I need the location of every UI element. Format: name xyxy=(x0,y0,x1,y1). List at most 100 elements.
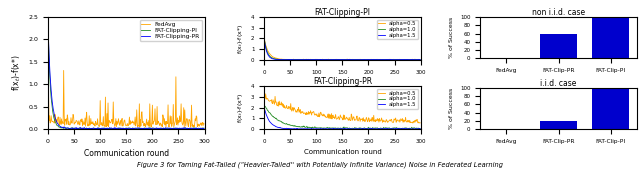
FedAvg xyxy=(187,126,195,128)
alpha=1.0 xyxy=(353,59,360,61)
alpha=1.5 xyxy=(354,59,362,61)
alpha=1.5 xyxy=(260,107,268,109)
FedAvg xyxy=(176,115,184,117)
alpha=1.0 xyxy=(403,58,410,61)
alpha=1.0 xyxy=(353,127,360,129)
Y-axis label: f(x$_t$)-f(x*): f(x$_t$)-f(x*) xyxy=(236,93,245,123)
alpha=0.5 xyxy=(260,98,268,100)
alpha=1.0 xyxy=(403,127,410,129)
alpha=1.0 xyxy=(371,59,379,61)
alpha=0.5 xyxy=(417,122,424,124)
FAT-Clipping-PI xyxy=(45,43,52,45)
FAT-Clipping-PR xyxy=(84,128,92,130)
Y-axis label: % of Success: % of Success xyxy=(449,17,454,58)
Bar xyxy=(540,121,577,129)
alpha=0.5 xyxy=(409,122,417,124)
Line: FAT-Clipping-PR: FAT-Clipping-PR xyxy=(48,26,204,129)
alpha=1.5 xyxy=(356,128,364,130)
alpha=1.5 xyxy=(356,59,364,61)
alpha=1.5 xyxy=(392,59,400,61)
FAT-Clipping-PR xyxy=(44,24,52,27)
FAT-Clipping-PR xyxy=(186,128,194,130)
alpha=0.5 xyxy=(260,40,268,42)
Legend: alpha=0.5, alpha=1.0, alpha=1.5: alpha=0.5, alpha=1.0, alpha=1.5 xyxy=(377,20,418,39)
FedAvg xyxy=(200,123,208,125)
alpha=1.0 xyxy=(392,58,400,61)
FAT-Clipping-PI xyxy=(186,127,193,129)
Line: alpha=1.5: alpha=1.5 xyxy=(264,108,420,129)
Line: alpha=1.5: alpha=1.5 xyxy=(264,38,420,60)
FedAvg xyxy=(45,91,52,93)
Legend: alpha=0.5, alpha=1.0, alpha=1.5: alpha=0.5, alpha=1.0, alpha=1.5 xyxy=(377,89,418,109)
alpha=1.5 xyxy=(314,59,321,61)
FAT-Clipping-PI xyxy=(140,127,147,129)
Title: FAT-Clipping-PR: FAT-Clipping-PR xyxy=(313,77,372,86)
alpha=0.5 xyxy=(417,58,424,61)
Line: FAT-Clipping-PI: FAT-Clipping-PI xyxy=(48,25,204,129)
alpha=1.5 xyxy=(260,41,268,43)
alpha=0.5 xyxy=(403,58,410,61)
FAT-Clipping-PI xyxy=(44,24,52,26)
FAT-Clipping-PR xyxy=(176,128,184,130)
alpha=1.5 xyxy=(353,59,361,61)
alpha=1.5 xyxy=(417,58,424,61)
alpha=0.5 xyxy=(353,58,361,61)
alpha=0.5 xyxy=(392,58,399,61)
Bar xyxy=(593,17,629,58)
Bar xyxy=(593,88,629,129)
alpha=1.0 xyxy=(356,127,364,129)
alpha=0.5 xyxy=(356,120,364,122)
FAT-Clipping-PR xyxy=(137,128,145,130)
Y-axis label: f(x$_t$)-f(x*): f(x$_t$)-f(x*) xyxy=(236,23,245,54)
alpha=1.0 xyxy=(392,127,399,129)
alpha=1.0 xyxy=(260,40,268,42)
FAT-Clipping-PR xyxy=(45,40,52,42)
FedAvg xyxy=(44,15,52,17)
FAT-Clipping-PR xyxy=(200,127,208,129)
FedAvg xyxy=(136,118,144,120)
alpha=1.0 xyxy=(260,104,268,106)
Title: i.i.d. case: i.i.d. case xyxy=(540,79,577,88)
FAT-Clipping-PI xyxy=(200,128,208,130)
FAT-Clipping-PR xyxy=(140,128,148,130)
Y-axis label: f(x$_t$)-f(x*): f(x$_t$)-f(x*) xyxy=(10,55,23,91)
alpha=0.5 xyxy=(260,37,268,39)
FedAvg xyxy=(137,125,145,127)
alpha=0.5 xyxy=(260,96,268,98)
alpha=0.5 xyxy=(356,58,364,61)
alpha=1.0 xyxy=(395,128,403,130)
X-axis label: Communication round: Communication round xyxy=(303,149,381,156)
alpha=1.5 xyxy=(417,128,424,130)
FAT-Clipping-PR xyxy=(138,128,145,130)
FAT-Clipping-PI xyxy=(136,128,144,130)
Bar xyxy=(540,33,577,58)
Y-axis label: % of Success: % of Success xyxy=(449,88,454,129)
alpha=1.0 xyxy=(356,59,364,61)
FAT-Clipping-PI xyxy=(176,128,184,130)
FedAvg xyxy=(140,124,147,126)
FAT-Clipping-PI xyxy=(199,128,207,130)
alpha=0.5 xyxy=(353,58,360,61)
alpha=1.0 xyxy=(260,37,268,39)
Line: alpha=0.5: alpha=0.5 xyxy=(264,94,420,123)
alpha=1.5 xyxy=(354,128,362,130)
Line: alpha=0.5: alpha=0.5 xyxy=(264,38,420,60)
alpha=1.5 xyxy=(403,128,410,130)
FAT-Clipping-PI xyxy=(137,127,145,129)
alpha=0.5 xyxy=(353,115,361,117)
alpha=1.0 xyxy=(417,128,424,130)
FedAvg xyxy=(186,119,193,121)
alpha=0.5 xyxy=(403,120,410,122)
alpha=1.0 xyxy=(260,105,268,107)
alpha=1.0 xyxy=(353,128,361,130)
Legend: FedAvg, FAT-Clipping-PI, FAT-Clipping-PR: FedAvg, FAT-Clipping-PI, FAT-Clipping-PR xyxy=(140,20,202,41)
alpha=0.5 xyxy=(354,119,362,121)
Title: non i.i.d. case: non i.i.d. case xyxy=(532,8,585,17)
alpha=0.5 xyxy=(402,59,410,61)
Line: alpha=1.0: alpha=1.0 xyxy=(264,38,420,60)
alpha=1.0 xyxy=(353,58,361,61)
alpha=1.5 xyxy=(317,128,325,130)
Text: Figure 3 for Taming Fat-Tailed (“Heavier-Tailed'' with Potentially Infinite Vari: Figure 3 for Taming Fat-Tailed (“Heavier… xyxy=(137,162,503,168)
alpha=1.5 xyxy=(260,108,268,110)
X-axis label: Communication round: Communication round xyxy=(84,149,169,158)
